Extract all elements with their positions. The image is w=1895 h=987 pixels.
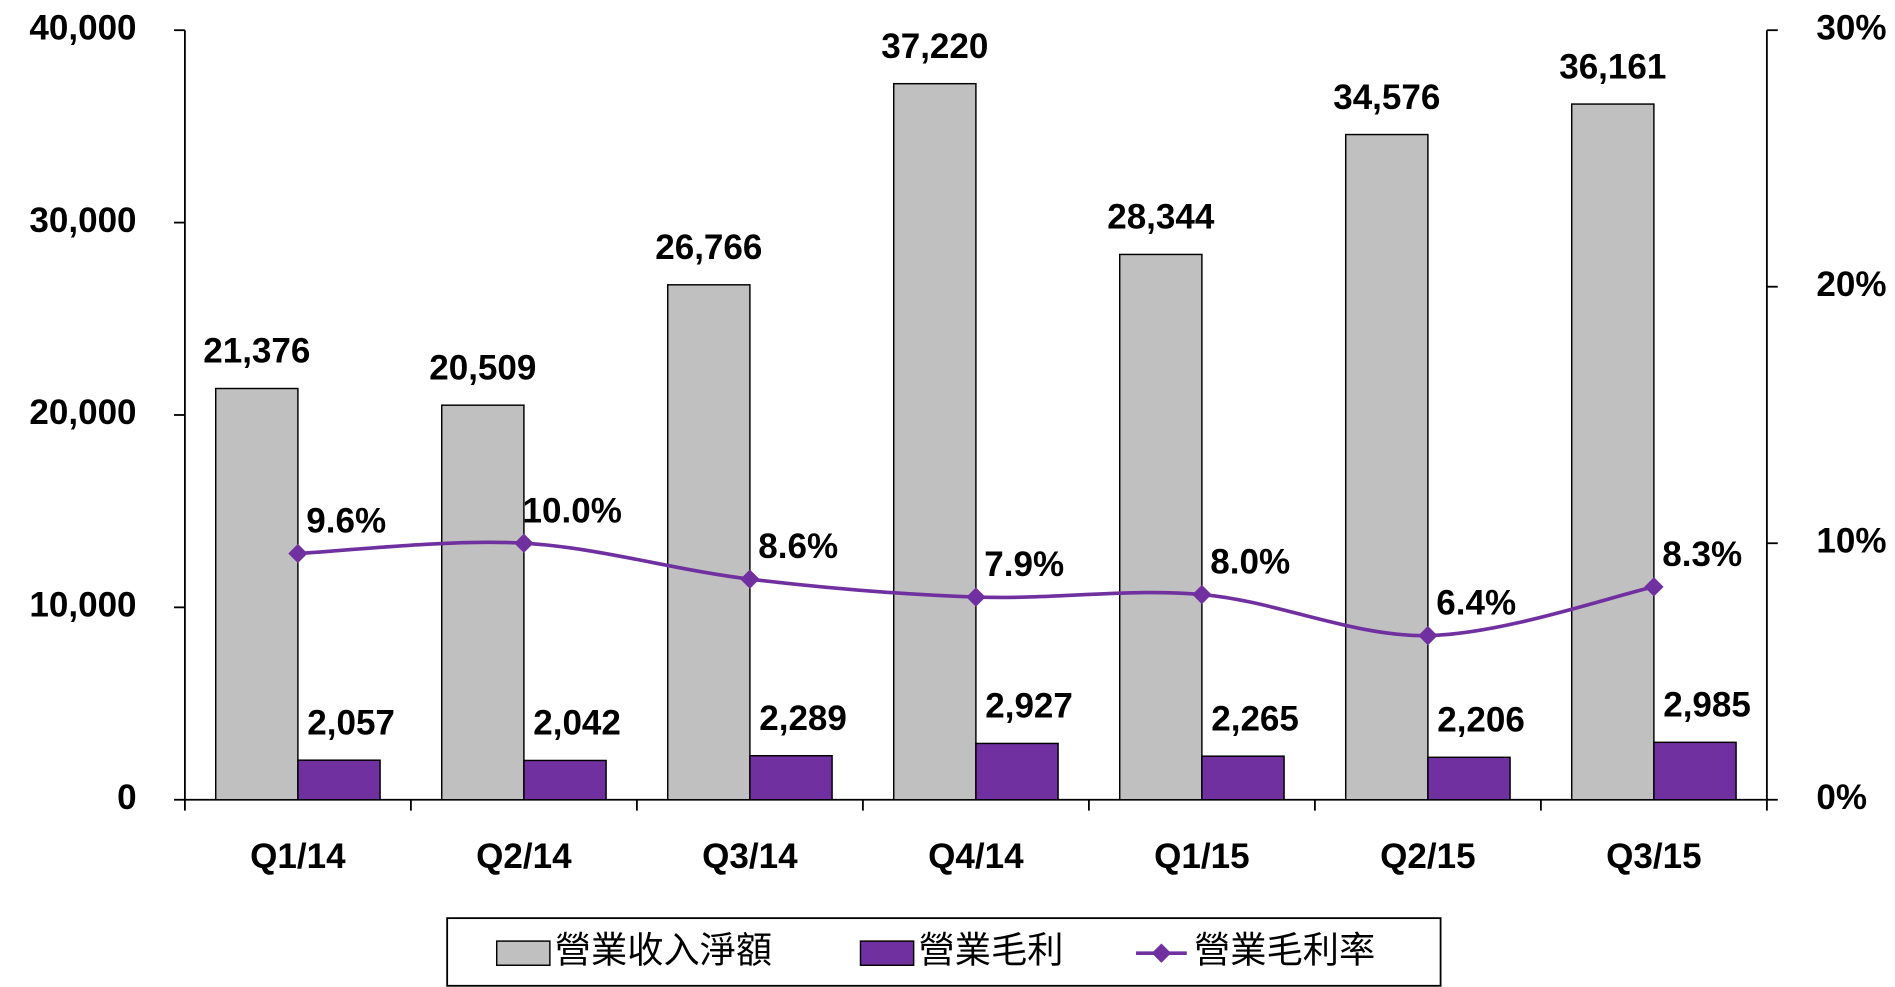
line-value-label: 10.0%: [523, 491, 622, 530]
bar-value-label: 2,927: [985, 687, 1073, 726]
bar: [1427, 756, 1511, 801]
bar: [1201, 755, 1285, 801]
bar-value-label: 36,161: [1559, 47, 1666, 86]
line-value-label: 8.3%: [1662, 535, 1742, 574]
y-tick-label: 40,000: [29, 8, 136, 47]
y-tick-label: 30,000: [29, 201, 136, 240]
y-tick-label: 20,000: [29, 393, 136, 432]
line-value-label: 7.9%: [984, 545, 1064, 584]
y2-tick-label: 10%: [1816, 521, 1886, 560]
legend-label: 營業收入淨額: [555, 930, 772, 971]
line-value-label: 6.4%: [1436, 584, 1516, 623]
line-marker: [514, 533, 534, 553]
legend-box: [446, 917, 1442, 987]
bar: [749, 754, 833, 801]
bar: [1344, 133, 1429, 801]
legend-marker: [1151, 943, 1172, 963]
bar: [892, 82, 977, 801]
legend-label: 營業毛利: [918, 930, 1063, 971]
y2-tick-label: 0%: [1816, 778, 1867, 817]
legend-swatch: [859, 940, 915, 966]
line-value-label: 8.6%: [758, 527, 838, 566]
bar-value-label: 2,057: [307, 703, 395, 742]
y2-tick-label: 20%: [1816, 265, 1886, 304]
bar-value-label: 28,344: [1107, 198, 1215, 237]
bar: [975, 742, 1059, 801]
bar-value-label: 34,576: [1333, 78, 1440, 117]
line-value-label: 9.6%: [306, 502, 386, 541]
bar-value-label: 21,376: [203, 332, 310, 371]
bar-value-label: 2,985: [1663, 686, 1751, 725]
line-marker: [1418, 625, 1438, 646]
bar: [1118, 253, 1203, 801]
bar: [297, 759, 381, 801]
x-tick-label: Q4/14: [928, 837, 1024, 876]
bar: [215, 387, 299, 801]
bar: [440, 404, 525, 801]
bar-value-label: 2,265: [1211, 699, 1299, 738]
bar-value-label: 2,206: [1437, 701, 1525, 740]
bar-value-label: 2,289: [759, 699, 847, 738]
x-tick-label: Q3/15: [1606, 837, 1701, 876]
y2-tick-label: 30%: [1816, 8, 1886, 47]
bar: [666, 284, 751, 801]
x-tick-label: Q1/15: [1154, 837, 1249, 876]
x-tick-label: Q1/14: [250, 837, 346, 876]
bar: [1570, 103, 1655, 801]
legend-swatch: [495, 940, 551, 966]
bar-value-label: 26,766: [655, 228, 762, 267]
bar: [523, 759, 607, 801]
x-tick-label: Q3/14: [702, 837, 798, 876]
x-tick-label: Q2/15: [1380, 837, 1475, 876]
x-tick-label: Q2/14: [476, 837, 572, 876]
legend-label: 營業毛利率: [1194, 930, 1375, 971]
bar-value-label: 20,509: [429, 348, 536, 387]
y-tick-label: 10,000: [29, 586, 136, 625]
bar-value-label: 2,042: [533, 704, 621, 743]
bar-value-label: 37,220: [881, 27, 988, 66]
bar: [1653, 741, 1737, 801]
line-marker: [288, 543, 308, 564]
line-value-label: 8.0%: [1210, 543, 1290, 582]
y-tick-label: 0: [117, 778, 136, 817]
